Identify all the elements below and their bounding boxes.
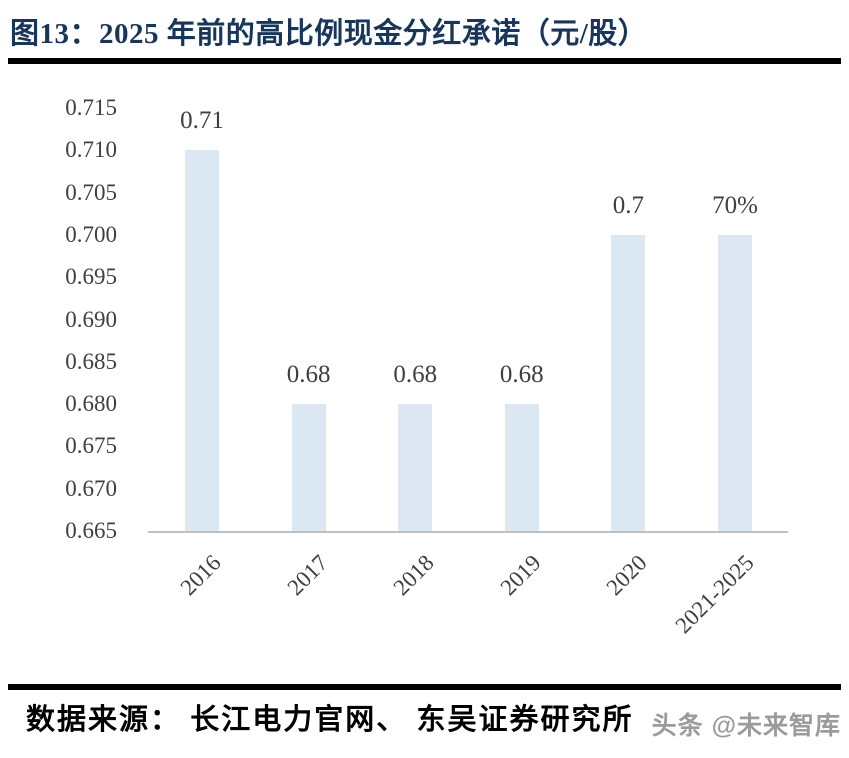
title-divider-rule xyxy=(8,58,841,64)
watermark-text: 头条 @未来智库 xyxy=(651,712,841,740)
y-axis-tick-label: 0.665 xyxy=(65,518,117,543)
footer-divider-rule xyxy=(8,684,841,690)
bar-2017 xyxy=(291,404,326,531)
bar-2019 xyxy=(504,404,539,531)
bar-chart: 0.715 0.710 0.705 0.700 0.695 0.690 0.685 0.680… xyxy=(65,95,788,638)
bar-2021-2025 xyxy=(718,234,752,531)
bar-2016 xyxy=(185,150,219,531)
x-axis-line xyxy=(148,531,788,533)
y-axis-tick-label: 0.705 xyxy=(65,179,117,205)
bar-value-label: 70% xyxy=(712,191,758,219)
y-axis-tick-label: 0.715 xyxy=(65,95,117,120)
data-source-text: 数据来源： 长江电力官网、 东吴证券研究所 xyxy=(26,704,634,736)
y-axis-tick-label: 0.690 xyxy=(65,306,117,332)
bar-2018 xyxy=(398,404,433,531)
y-axis-tick-label: 0.675 xyxy=(65,433,117,459)
y-axis-tick-label: 0.695 xyxy=(65,264,117,290)
y-axis-tick-label: 0.700 xyxy=(65,221,117,247)
y-axis-tick-label: 0.685 xyxy=(65,348,117,374)
figure-title: 图13：2025 年前的高比例现金分红承诺（元/股） xyxy=(10,18,648,50)
bar-value-label: 0.7 xyxy=(612,191,645,219)
bar-2020 xyxy=(611,234,646,531)
y-axis-tick-label: 0.680 xyxy=(65,391,117,417)
bar-value-label: 0.68 xyxy=(286,361,331,389)
bar-value-label: 0.68 xyxy=(499,361,544,389)
bar-value-label: 0.71 xyxy=(180,107,224,135)
y-axis-tick-label: 0.710 xyxy=(65,137,117,163)
y-axis-tick-label: 0.670 xyxy=(65,475,117,501)
bar-value-label: 0.68 xyxy=(393,361,438,389)
